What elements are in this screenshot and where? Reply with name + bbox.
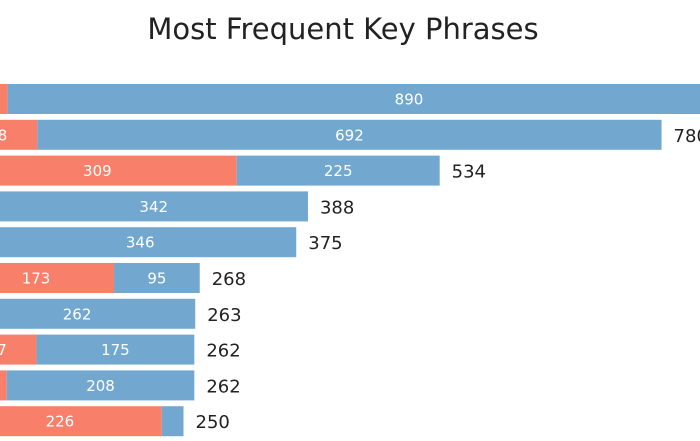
segment-label: 88 bbox=[0, 126, 7, 144]
total-label: 262 bbox=[206, 376, 240, 397]
segment-label: 309 bbox=[83, 162, 112, 180]
segment-label: 226 bbox=[46, 413, 75, 431]
segment-label: 342 bbox=[139, 198, 168, 216]
plot-area: 890 88 692 780 309 225 534 342 388 346 375 173 95 268… bbox=[0, 84, 700, 437]
bar-segment bbox=[0, 155, 237, 186]
bar-segment bbox=[161, 406, 184, 437]
segment-label: 87 bbox=[0, 341, 7, 359]
total-label: 250 bbox=[196, 412, 230, 433]
bar-segment bbox=[0, 334, 37, 365]
bar-segment bbox=[0, 227, 297, 258]
total-label: 534 bbox=[452, 162, 486, 183]
bar-segment bbox=[0, 84, 8, 114]
total-label: 268 bbox=[212, 269, 246, 290]
segment-label: 175 bbox=[101, 341, 130, 359]
total-label: 262 bbox=[206, 341, 240, 362]
bar-segment bbox=[0, 191, 308, 222]
bar-segment bbox=[37, 119, 662, 150]
bar-segment bbox=[36, 334, 195, 365]
bar-segment bbox=[0, 119, 38, 150]
bar-segment bbox=[0, 298, 196, 329]
chart-title: Most Frequent Key Phrases bbox=[147, 12, 538, 46]
segment-label: 208 bbox=[86, 377, 115, 395]
segment-label: 262 bbox=[63, 305, 92, 323]
segment-label: 225 bbox=[324, 162, 353, 180]
segment-label: 692 bbox=[335, 126, 364, 144]
bar-segment bbox=[7, 84, 700, 114]
total-label: 388 bbox=[320, 197, 354, 218]
bar-segment bbox=[0, 406, 162, 437]
segment-label: 173 bbox=[22, 270, 51, 288]
bar-segment bbox=[114, 263, 200, 293]
segment-label: 95 bbox=[147, 270, 166, 288]
bar-segment bbox=[236, 155, 440, 186]
bar-segment bbox=[0, 370, 7, 401]
total-label: 263 bbox=[207, 305, 241, 326]
bar-segment bbox=[0, 263, 115, 293]
bar-segment bbox=[6, 370, 195, 401]
total-label: 780 bbox=[674, 126, 700, 147]
total-label: 375 bbox=[308, 233, 342, 254]
segment-label: 346 bbox=[126, 234, 155, 252]
segment-label: 890 bbox=[395, 91, 424, 109]
